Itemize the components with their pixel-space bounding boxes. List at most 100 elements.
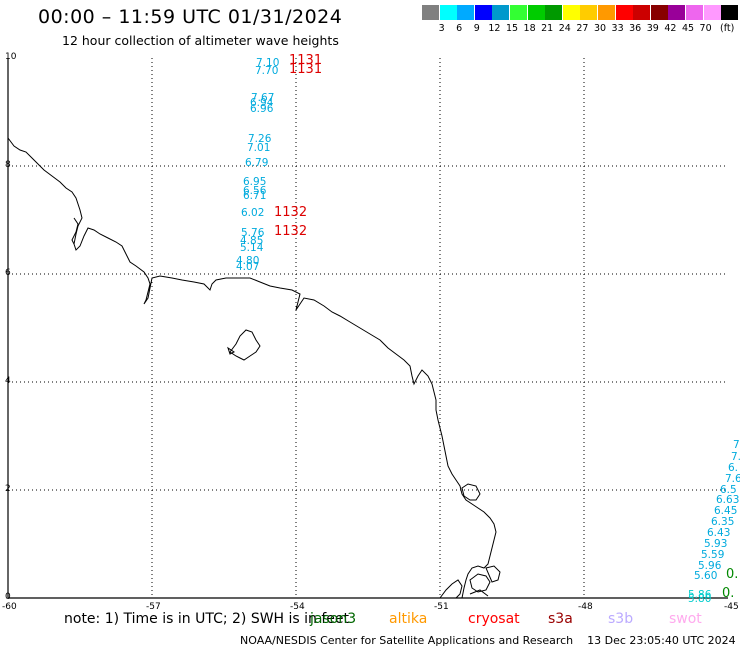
swh-reading-east: 5.86 <box>688 589 712 601</box>
satellite-label: altika <box>389 611 428 627</box>
page-subtitle: 12 hour collection of altimeter wave hei… <box>62 33 339 48</box>
scale-label: 27 <box>576 23 589 34</box>
scale-label: 24 <box>558 23 571 34</box>
swh-reading-west: 6.79 <box>245 157 269 169</box>
color-scale-legend: 3 6 9 12 15 18 21 24 27 30 33 36 39 42 45 70 (ft) <box>422 5 740 37</box>
scale-label: 21 <box>541 23 554 34</box>
latitude-label: 2 <box>5 484 11 494</box>
swh-reading-west: 5.76 <box>241 227 265 239</box>
credit-org: NOAA/NESDIS Center for Satellite Applica… <box>240 634 574 647</box>
scale-swatch <box>439 5 457 20</box>
scale-swatch <box>650 5 668 20</box>
latitude-label: 10 <box>5 52 17 62</box>
coastline-main <box>7 137 497 599</box>
scale-label: 18 <box>523 23 536 34</box>
scale-label: 30 <box>593 23 607 34</box>
scale-label: 45 <box>681 23 695 34</box>
pass-id-label: 1132 <box>274 224 308 239</box>
pass-id-label: 1131 <box>289 62 323 77</box>
swh-reading-east: 6.43 <box>707 527 731 539</box>
scale-swatch <box>422 5 439 20</box>
scale-swatch <box>545 5 563 20</box>
latitude-label: 8 <box>5 160 11 170</box>
scale-label: 70 <box>699 23 712 34</box>
swh-reading-west: 4.07 <box>236 261 260 273</box>
satellite-label: s3b <box>608 611 634 627</box>
swh-reading-east: 5.59 <box>701 549 725 561</box>
scale-swatch <box>615 5 633 20</box>
satellite-label: s3a <box>548 611 573 627</box>
scale-label: 12 <box>488 23 501 34</box>
scale-label: 39 <box>646 23 659 34</box>
swh-reading-east: 6. <box>728 462 739 474</box>
scale-label: 6 <box>456 23 463 34</box>
satellite-label: swot <box>669 611 702 627</box>
coastline-island <box>461 483 481 501</box>
longitude-label: -45 <box>724 602 739 612</box>
scale-units: (ft) <box>720 23 735 34</box>
swh-reading-east: 5.60 <box>694 570 718 582</box>
coastline-island <box>469 573 491 593</box>
scale-label: 33 <box>611 23 624 34</box>
swh-reading-east: 7. <box>733 439 740 451</box>
scale-swatch <box>686 5 703 20</box>
satellite-label: cryosat <box>468 611 520 627</box>
credit-line: NOAA/NESDIS Center for Satellite Applica… <box>240 634 736 647</box>
generated-timestamp: 13 Dec 23:05:40 UTC 2024 <box>587 634 736 647</box>
swh-reading-west: 6.94 <box>250 97 274 109</box>
swh-reading-east: 5.93 <box>704 538 728 550</box>
scale-swatch <box>510 5 527 20</box>
longitude-label: -60 <box>2 602 17 612</box>
longitude-label: -48 <box>578 602 593 612</box>
coastline-island <box>71 217 79 245</box>
coastline-island <box>469 589 489 597</box>
page-title: 00:00 – 11:59 UTC 01/31/2024 <box>38 6 343 28</box>
scale-swatch <box>474 5 492 20</box>
scale-label: 3 <box>438 23 445 34</box>
scale-swatch <box>668 5 686 20</box>
scale-swatch <box>580 5 598 20</box>
scale-swatch <box>527 5 545 20</box>
scale-swatch <box>633 5 651 20</box>
longitude-label: -54 <box>290 602 305 612</box>
coastline <box>7 137 501 599</box>
swh-reading-west: 7.70 <box>255 65 279 77</box>
pass-id-label: 1131 <box>289 53 323 68</box>
scale-swatch <box>492 5 510 20</box>
swh-reading-east: 7.6 <box>725 473 740 485</box>
scale-swatch <box>721 5 739 20</box>
note-text: note: 1) Time is in UTC; 2) SWH is in fe… <box>64 611 350 627</box>
swh-reading-west: 7.26 <box>248 133 272 145</box>
swh-reading-green: 0. <box>726 567 739 582</box>
swh-reading-west: 4.80 <box>236 255 260 267</box>
swh-reading-east: 6.5 <box>720 484 737 496</box>
pass-id-label: 1132 <box>274 205 308 220</box>
coastline-island <box>439 579 463 599</box>
scale-label: 36 <box>629 23 642 34</box>
swh-reading-west: 7.01 <box>247 142 271 154</box>
scale-label: 9 <box>473 23 480 34</box>
swh-reading-west: 6.02 <box>241 207 265 219</box>
swh-reading-west: 6.56 <box>243 185 267 197</box>
scale-swatch <box>457 5 475 20</box>
swh-reading-east: 6.35 <box>711 516 735 528</box>
scale-label: 42 <box>664 23 677 34</box>
scale-label: 15 <box>505 23 519 34</box>
swh-reading-west: 4.85 <box>240 235 264 247</box>
scale-swatch <box>598 5 615 20</box>
coastline-island <box>227 346 235 355</box>
lat-lon-grid <box>7 58 728 599</box>
latitude-label: 4 <box>5 376 11 386</box>
swh-reading-east: 7. <box>731 451 740 463</box>
swh-reading-west: 6.95 <box>243 176 267 188</box>
swh-reading-west: 6.71 <box>243 190 267 202</box>
swh-reading-west: 6.96 <box>250 103 274 115</box>
latitude-label: 6 <box>5 268 11 278</box>
swh-reading-east: 5.96 <box>698 560 722 572</box>
swh-reading-west: 5.14 <box>240 242 264 254</box>
latitude-label: 0 <box>5 592 11 602</box>
satellite-label: jason3 <box>310 611 357 627</box>
coastline-island <box>229 329 261 361</box>
swh-reading-east: 5.80 <box>688 593 712 605</box>
